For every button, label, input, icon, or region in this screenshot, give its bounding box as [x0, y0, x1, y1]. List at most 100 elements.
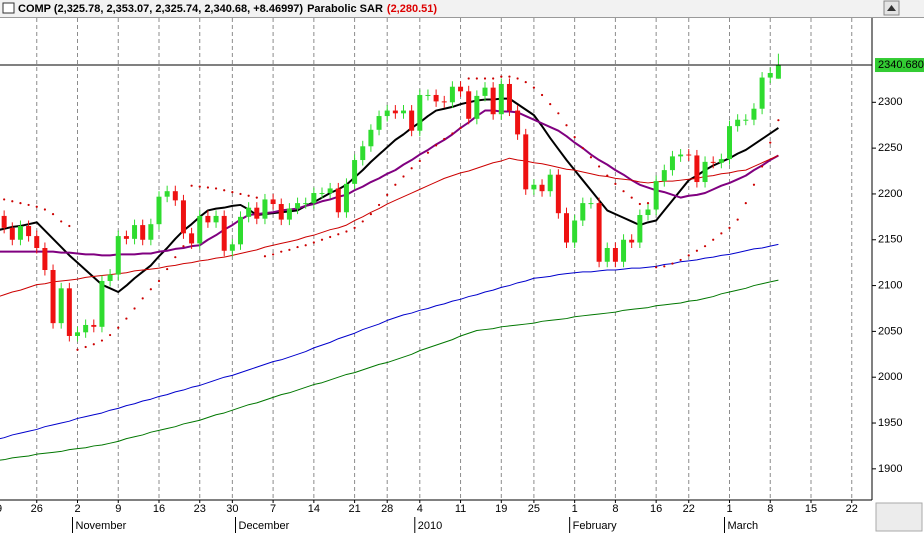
sar-dot: [272, 253, 275, 256]
grid: [36, 18, 853, 500]
candle-body: [132, 225, 138, 239]
sar-dot: [345, 230, 348, 233]
candle-body: [604, 248, 610, 262]
sar-dot: [84, 345, 87, 349]
x-tick-label: 8: [767, 503, 773, 515]
candle-body: [629, 239, 635, 243]
candle-body: [368, 129, 374, 147]
header-text: COMP (2,325.78, 2,353.07, 2,325.74, 2,34…: [18, 3, 437, 15]
candle-body: [653, 181, 659, 210]
x-tick-label: 16: [153, 503, 165, 515]
sar-dot: [606, 174, 609, 177]
sar-dot: [60, 220, 63, 223]
sar-dot: [573, 136, 576, 139]
scroll-up-arrow: [887, 5, 896, 11]
sar-dot: [761, 165, 764, 168]
sar-dot: [418, 159, 421, 163]
candle-body: [327, 188, 333, 194]
sar-dot: [769, 141, 772, 144]
candle-body: [710, 161, 716, 163]
x-tick-label: 1: [726, 503, 732, 515]
candle-body: [474, 95, 480, 119]
sar-dot: [288, 248, 291, 251]
candle-body: [107, 274, 113, 281]
indicator-value: (2,280.51): [387, 3, 437, 15]
sar-dot: [312, 241, 315, 244]
sar-dot: [11, 200, 14, 203]
candle-body: [278, 204, 284, 220]
candle-body: [189, 233, 195, 244]
sar-dot: [100, 339, 104, 342]
candle-body: [303, 203, 309, 205]
x-tick-label: 19: [0, 503, 2, 515]
sar-dot: [508, 75, 511, 78]
candle-body: [1, 215, 7, 228]
sar-dot: [483, 77, 487, 80]
y-tick-label: 2150: [878, 234, 902, 246]
corner-box: [875, 502, 923, 532]
candle-body: [123, 236, 129, 239]
sar-dot: [377, 203, 381, 207]
candle-body: [99, 280, 105, 327]
candle-body: [759, 77, 765, 109]
x-tick-label: 22: [683, 503, 695, 515]
sar-dot: [3, 198, 6, 201]
x-tick-label: 19: [495, 503, 507, 515]
x-tick-label: 28: [381, 503, 393, 515]
sar-dot: [386, 193, 389, 196]
sar-dot: [777, 119, 780, 122]
candle-body: [458, 86, 464, 92]
candle-body: [286, 208, 292, 220]
sar-dot: [51, 212, 55, 216]
sar-dot: [435, 144, 438, 147]
x-tick-label: 9: [115, 503, 121, 515]
candle-body: [767, 72, 773, 78]
candle-body: [238, 216, 243, 245]
x-tick-label: 11: [455, 503, 466, 515]
candle-body: [270, 199, 276, 205]
plot-area: [0, 53, 872, 461]
sar-dot: [720, 232, 723, 235]
moving-average-line: [0, 154, 779, 297]
candle-body: [319, 193, 325, 195]
candle-body: [246, 207, 252, 217]
moving-average-line: [0, 109, 779, 257]
sar-dot: [247, 194, 250, 197]
candle-body: [645, 209, 651, 216]
sar-dot: [565, 124, 568, 127]
sar-dot: [361, 220, 364, 223]
candle-body: [172, 191, 178, 201]
month-label: November: [76, 520, 127, 532]
sar-dot: [671, 262, 674, 265]
candle-body: [547, 174, 553, 192]
candle-body: [523, 134, 529, 190]
sar-dot: [68, 224, 71, 228]
sar-dot: [304, 244, 307, 247]
candle-body: [254, 207, 260, 219]
sar-dot: [76, 348, 79, 351]
candle-body: [417, 94, 423, 131]
header-icon[interactable]: [2, 2, 15, 14]
sar-dot: [133, 307, 136, 310]
candle-body: [669, 156, 675, 171]
sar-dot: [736, 218, 739, 221]
candle-body: [66, 288, 72, 336]
candle-body: [360, 146, 366, 161]
sar-dot: [638, 202, 641, 206]
last-price-label: 2340.680: [878, 59, 924, 71]
month-label: 2010: [418, 520, 442, 532]
sar-dot: [679, 258, 682, 262]
candle-body: [466, 91, 472, 119]
x-tick-label: 26: [31, 503, 43, 515]
sar-dot: [206, 186, 209, 189]
candle-body: [490, 87, 496, 115]
candle-body: [661, 170, 667, 182]
sar-dot: [27, 203, 30, 207]
candle-body: [376, 116, 382, 130]
candle-body: [50, 269, 56, 324]
x-tick-label: 15: [805, 503, 817, 515]
sar-dot: [337, 233, 340, 236]
sar-dot: [443, 137, 446, 141]
indicator-name: Parabolic SAR: [307, 3, 383, 15]
candle-body: [555, 174, 561, 214]
